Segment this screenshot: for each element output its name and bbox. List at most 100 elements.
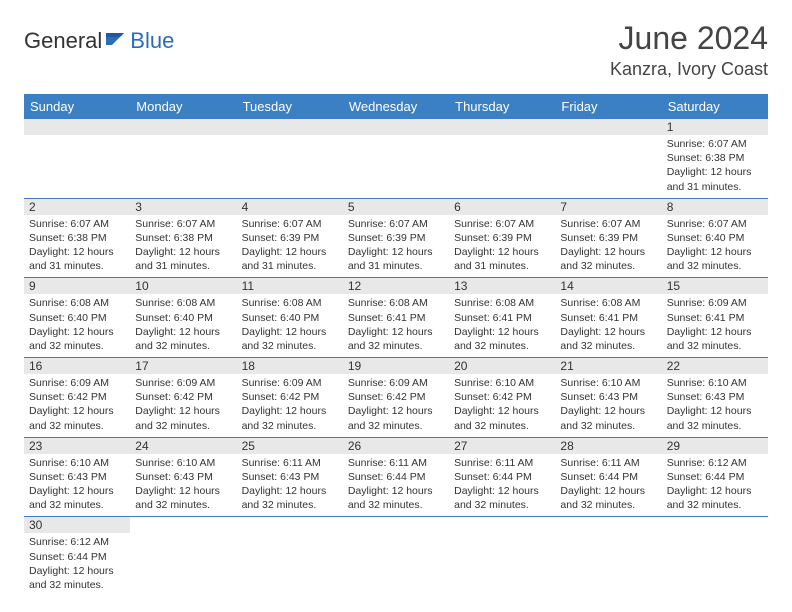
calendar-cell: 16Sunrise: 6:09 AMSunset: 6:42 PMDayligh… (24, 358, 130, 438)
day-number: 19 (343, 358, 449, 374)
day-header: Thursday (449, 94, 555, 119)
calendar-cell (343, 517, 449, 596)
sunrise-text: Sunrise: 6:09 AM (667, 296, 763, 310)
daylight-text: Daylight: 12 hours and 32 minutes. (348, 404, 444, 432)
calendar-cell: 22Sunrise: 6:10 AMSunset: 6:43 PMDayligh… (662, 358, 768, 438)
day-header: Wednesday (343, 94, 449, 119)
day-data: Sunrise: 6:07 AMSunset: 6:39 PMDaylight:… (343, 215, 449, 278)
day-data: Sunrise: 6:10 AMSunset: 6:42 PMDaylight:… (449, 374, 555, 437)
calendar-cell (237, 119, 343, 198)
day-header: Sunday (24, 94, 130, 119)
sunrise-text: Sunrise: 6:08 AM (348, 296, 444, 310)
sunset-text: Sunset: 6:43 PM (667, 390, 763, 404)
sunrise-text: Sunrise: 6:07 AM (242, 217, 338, 231)
day-number: 26 (343, 438, 449, 454)
day-data: Sunrise: 6:07 AMSunset: 6:39 PMDaylight:… (237, 215, 343, 278)
sunrise-text: Sunrise: 6:09 AM (348, 376, 444, 390)
day-number: 4 (237, 199, 343, 215)
calendar-cell: 23Sunrise: 6:10 AMSunset: 6:43 PMDayligh… (24, 437, 130, 517)
calendar-cell: 13Sunrise: 6:08 AMSunset: 6:41 PMDayligh… (449, 278, 555, 358)
calendar-cell (237, 517, 343, 596)
empty-day-bar (130, 119, 236, 135)
day-data: Sunrise: 6:10 AMSunset: 6:43 PMDaylight:… (662, 374, 768, 437)
daylight-text: Daylight: 12 hours and 32 minutes. (454, 404, 550, 432)
calendar-week: 2Sunrise: 6:07 AMSunset: 6:38 PMDaylight… (24, 198, 768, 278)
daylight-text: Daylight: 12 hours and 32 minutes. (135, 325, 231, 353)
day-number: 14 (555, 278, 661, 294)
logo-text-general: General (24, 28, 102, 54)
calendar-cell (449, 517, 555, 596)
sunrise-text: Sunrise: 6:08 AM (29, 296, 125, 310)
calendar-cell: 27Sunrise: 6:11 AMSunset: 6:44 PMDayligh… (449, 437, 555, 517)
day-header: Saturday (662, 94, 768, 119)
daylight-text: Daylight: 12 hours and 31 minutes. (242, 245, 338, 273)
sunset-text: Sunset: 6:41 PM (454, 311, 550, 325)
calendar-week: 23Sunrise: 6:10 AMSunset: 6:43 PMDayligh… (24, 437, 768, 517)
daylight-text: Daylight: 12 hours and 32 minutes. (560, 404, 656, 432)
day-data: Sunrise: 6:07 AMSunset: 6:38 PMDaylight:… (24, 215, 130, 278)
sunrise-text: Sunrise: 6:07 AM (560, 217, 656, 231)
day-number: 20 (449, 358, 555, 374)
day-header: Tuesday (237, 94, 343, 119)
calendar-cell: 21Sunrise: 6:10 AMSunset: 6:43 PMDayligh… (555, 358, 661, 438)
sunset-text: Sunset: 6:39 PM (560, 231, 656, 245)
sunrise-text: Sunrise: 6:10 AM (667, 376, 763, 390)
sunrise-text: Sunrise: 6:07 AM (29, 217, 125, 231)
daylight-text: Daylight: 12 hours and 32 minutes. (242, 404, 338, 432)
day-data: Sunrise: 6:08 AMSunset: 6:41 PMDaylight:… (343, 294, 449, 357)
empty-day-bar (24, 119, 130, 135)
calendar-cell (662, 517, 768, 596)
daylight-text: Daylight: 12 hours and 32 minutes. (560, 325, 656, 353)
day-number: 9 (24, 278, 130, 294)
daylight-text: Daylight: 12 hours and 32 minutes. (348, 484, 444, 512)
day-data: Sunrise: 6:07 AMSunset: 6:38 PMDaylight:… (662, 135, 768, 198)
day-data: Sunrise: 6:11 AMSunset: 6:43 PMDaylight:… (237, 454, 343, 517)
day-data: Sunrise: 6:08 AMSunset: 6:40 PMDaylight:… (130, 294, 236, 357)
location-label: Kanzra, Ivory Coast (610, 59, 768, 80)
daylight-text: Daylight: 12 hours and 32 minutes. (29, 564, 125, 592)
daylight-text: Daylight: 12 hours and 31 minutes. (135, 245, 231, 273)
sunrise-text: Sunrise: 6:11 AM (242, 456, 338, 470)
calendar-cell (130, 517, 236, 596)
calendar-cell (449, 119, 555, 198)
calendar-cell: 7Sunrise: 6:07 AMSunset: 6:39 PMDaylight… (555, 198, 661, 278)
calendar-cell: 15Sunrise: 6:09 AMSunset: 6:41 PMDayligh… (662, 278, 768, 358)
day-data: Sunrise: 6:11 AMSunset: 6:44 PMDaylight:… (343, 454, 449, 517)
day-number: 29 (662, 438, 768, 454)
day-data: Sunrise: 6:08 AMSunset: 6:40 PMDaylight:… (237, 294, 343, 357)
sunset-text: Sunset: 6:40 PM (29, 311, 125, 325)
sunrise-text: Sunrise: 6:10 AM (454, 376, 550, 390)
calendar-cell (555, 119, 661, 198)
calendar-cell: 25Sunrise: 6:11 AMSunset: 6:43 PMDayligh… (237, 437, 343, 517)
day-data: Sunrise: 6:12 AMSunset: 6:44 PMDaylight:… (24, 533, 130, 596)
daylight-text: Daylight: 12 hours and 31 minutes. (29, 245, 125, 273)
day-data: Sunrise: 6:07 AMSunset: 6:39 PMDaylight:… (555, 215, 661, 278)
logo-text-blue: Blue (130, 28, 174, 54)
sunrise-text: Sunrise: 6:08 AM (454, 296, 550, 310)
calendar-cell: 20Sunrise: 6:10 AMSunset: 6:42 PMDayligh… (449, 358, 555, 438)
daylight-text: Daylight: 12 hours and 32 minutes. (29, 484, 125, 512)
calendar-week: 1Sunrise: 6:07 AMSunset: 6:38 PMDaylight… (24, 119, 768, 198)
day-data: Sunrise: 6:08 AMSunset: 6:41 PMDaylight:… (555, 294, 661, 357)
day-number: 23 (24, 438, 130, 454)
sunset-text: Sunset: 6:42 PM (348, 390, 444, 404)
day-data: Sunrise: 6:12 AMSunset: 6:44 PMDaylight:… (662, 454, 768, 517)
sunrise-text: Sunrise: 6:11 AM (348, 456, 444, 470)
daylight-text: Daylight: 12 hours and 32 minutes. (242, 325, 338, 353)
sunrise-text: Sunrise: 6:11 AM (560, 456, 656, 470)
sunrise-text: Sunrise: 6:07 AM (667, 217, 763, 231)
sunrise-text: Sunrise: 6:09 AM (29, 376, 125, 390)
calendar-cell: 17Sunrise: 6:09 AMSunset: 6:42 PMDayligh… (130, 358, 236, 438)
daylight-text: Daylight: 12 hours and 32 minutes. (135, 484, 231, 512)
daylight-text: Daylight: 12 hours and 32 minutes. (135, 404, 231, 432)
calendar-cell: 28Sunrise: 6:11 AMSunset: 6:44 PMDayligh… (555, 437, 661, 517)
logo-flag-icon (106, 31, 128, 52)
daylight-text: Daylight: 12 hours and 31 minutes. (667, 165, 763, 193)
day-number: 8 (662, 199, 768, 215)
calendar-cell: 18Sunrise: 6:09 AMSunset: 6:42 PMDayligh… (237, 358, 343, 438)
calendar-cell: 1Sunrise: 6:07 AMSunset: 6:38 PMDaylight… (662, 119, 768, 198)
day-number: 18 (237, 358, 343, 374)
empty-day-bar (343, 119, 449, 135)
day-data: Sunrise: 6:11 AMSunset: 6:44 PMDaylight:… (555, 454, 661, 517)
sunset-text: Sunset: 6:44 PM (560, 470, 656, 484)
